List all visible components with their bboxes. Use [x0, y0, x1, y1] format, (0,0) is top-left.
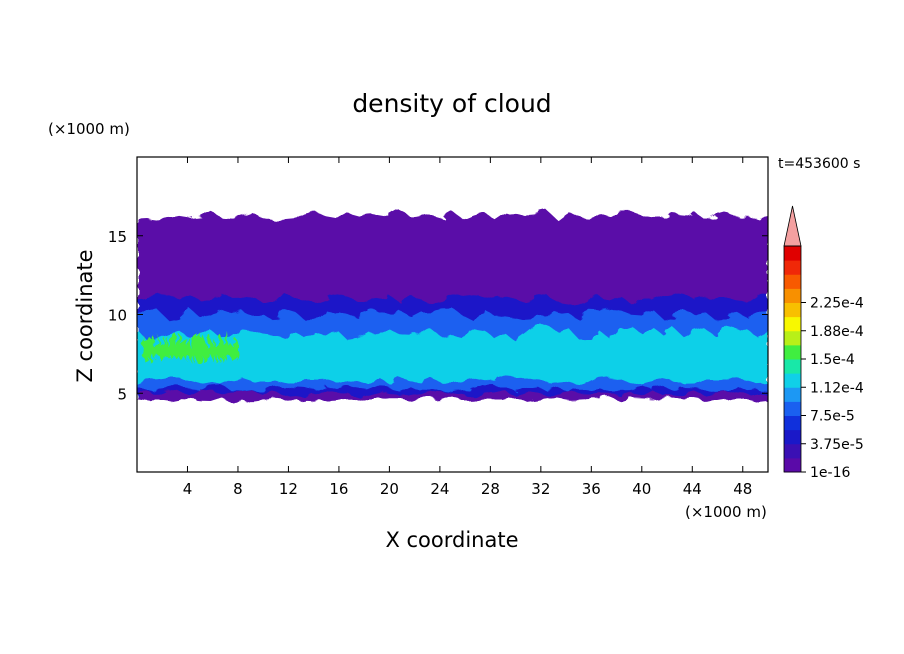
x-tick-label: 24 — [430, 480, 449, 498]
y-axis-label: Z coordinate — [73, 249, 97, 382]
x-unit-label: (×1000 m) — [685, 503, 767, 521]
colorbar-label: 1.12e-4 — [810, 380, 864, 396]
contour-band — [137, 325, 768, 385]
x-tick-label: 20 — [380, 480, 399, 498]
colorbar-segment — [784, 260, 801, 275]
colorbar-segment — [784, 373, 801, 388]
x-tick-label: 4 — [183, 480, 193, 498]
y-tick-label: 15 — [108, 228, 127, 246]
colorbar-segment — [784, 401, 801, 416]
colorbar-label: 7.5e-5 — [810, 409, 855, 425]
colorbar-segment — [784, 443, 801, 459]
x-tick-label: 8 — [233, 480, 243, 498]
y-axis: 5 10 15 — [108, 228, 768, 403]
colorbar-label: 3.75e-5 — [810, 437, 864, 453]
x-tick-label: 12 — [279, 480, 298, 498]
colorbar-overflow-triangle — [783, 205, 802, 247]
x-axis-label: X coordinate — [385, 528, 518, 552]
colorbar-label: 1e-16 — [810, 465, 850, 481]
x-tick-label: 40 — [632, 480, 651, 498]
colorbar-segment — [784, 387, 801, 402]
colorbar-segment — [784, 288, 801, 303]
x-axis: 4 8 12 16 20 24 28 32 36 40 44 48 — [183, 157, 752, 498]
colorbar-label: 1.88e-4 — [810, 324, 864, 340]
y-unit-label: (×1000 m) — [48, 120, 130, 138]
colorbar-segment — [784, 274, 801, 289]
colorbar-segment — [784, 246, 801, 261]
colorbar-segment — [784, 316, 801, 332]
colorbar-segment — [784, 344, 801, 360]
colorbar-label: 2.25e-4 — [810, 296, 864, 312]
time-label: t=453600 s — [778, 156, 860, 172]
colorbar-segment — [784, 330, 801, 346]
colorbar-segment — [784, 302, 801, 318]
x-tick-label: 16 — [329, 480, 348, 498]
x-tick-label: 28 — [481, 480, 500, 498]
y-tick-label: 10 — [108, 307, 127, 325]
chart-title: density of cloud — [352, 89, 551, 118]
x-tick-label: 44 — [683, 480, 702, 498]
colorbar: 1e-16 3.75e-5 7.5e-5 1.12e-4 1.5e-4 1.88e-4 2.… — [783, 205, 864, 481]
contour-field — [137, 210, 768, 402]
x-tick-label: 48 — [733, 480, 752, 498]
colorbar-label: 1.5e-4 — [810, 352, 855, 368]
colorbar-segment — [784, 429, 801, 445]
x-tick-label: 36 — [582, 480, 601, 498]
x-tick-label: 32 — [531, 480, 550, 498]
y-tick-label: 5 — [117, 385, 127, 403]
colorbar-segment — [784, 457, 801, 473]
colorbar-segment — [784, 359, 801, 374]
colorbar-segment — [784, 415, 801, 431]
contour-band — [143, 330, 238, 363]
